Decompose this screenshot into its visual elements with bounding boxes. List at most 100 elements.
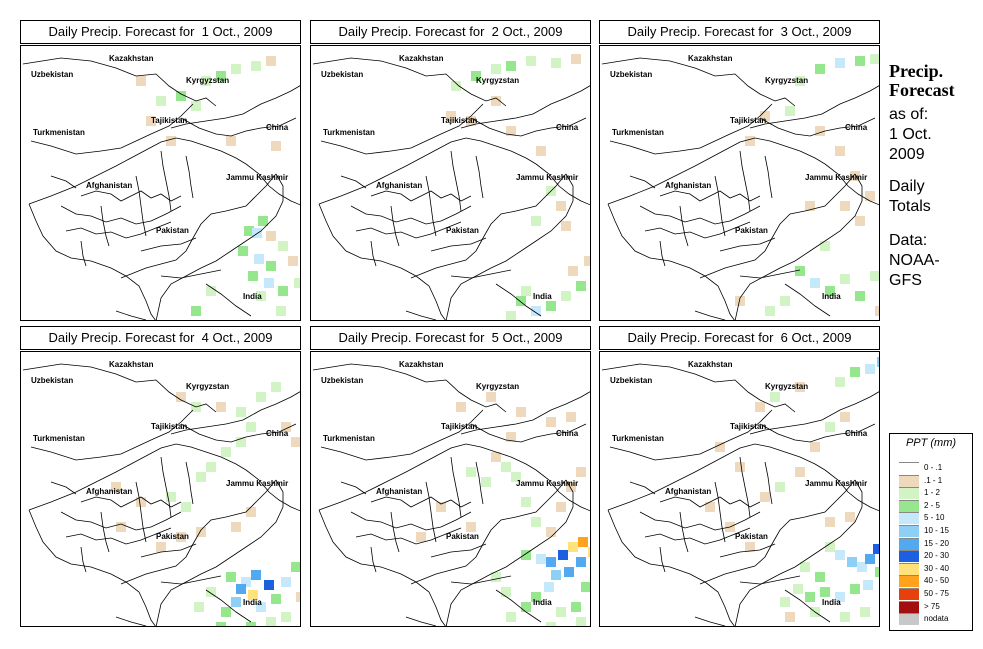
precip-cell [735, 296, 745, 306]
precip-cell [266, 261, 276, 271]
precip-cell [506, 432, 516, 442]
country-border [205, 283, 252, 317]
country-border [340, 175, 367, 189]
precip-cell [252, 228, 262, 238]
country-border [370, 240, 377, 267]
country-border [140, 543, 197, 558]
map-label-jammu_kashmir: Jammu Kashmir [516, 479, 579, 488]
country-border [115, 310, 147, 320]
precip-legend: PPT (mm) 0 - .1 .1 - 1 1 - 2 2 - 5 5 - 10 10 … [889, 433, 973, 631]
precip-cell [576, 617, 586, 626]
precip-cell [196, 527, 206, 537]
country-border [390, 205, 400, 247]
country-border [719, 237, 776, 252]
country-border [450, 575, 512, 585]
country-border [120, 173, 277, 279]
country-border [601, 363, 796, 413]
country-border [699, 173, 856, 279]
map-label-turkmenistan: Turkmenistan [33, 434, 85, 443]
map-label-turkmenistan: Turkmenistan [612, 128, 664, 137]
country-border [65, 527, 172, 545]
precip-cell [226, 572, 236, 582]
precip-cell [136, 497, 146, 507]
country-border [410, 173, 567, 279]
precip-map: Kazakhstan Uzbekistan Kyrgyzstan Tajikistan… [20, 351, 301, 627]
precip-cell [877, 357, 879, 367]
precip-cell [231, 597, 241, 607]
country-border [694, 616, 726, 626]
precip-cell [276, 306, 286, 316]
country-border [312, 363, 507, 413]
legend-label: nodata [924, 614, 949, 624]
legend-label: > 75 [924, 601, 940, 611]
legend-title: PPT (mm) [905, 437, 957, 449]
country-border [80, 546, 87, 573]
precip-cell [840, 412, 850, 422]
country-border [644, 221, 751, 239]
precip-cell [825, 542, 835, 552]
precip-cell [156, 542, 166, 552]
country-border [160, 150, 172, 212]
precip-cell [546, 417, 556, 427]
map-label-kyrgyzstan: Kyrgyzstan [765, 76, 809, 85]
legend-swatch [899, 499, 919, 512]
precip-cell [536, 146, 546, 156]
country-border [160, 575, 222, 585]
map-label-tajikistan: Tajikistan [151, 116, 188, 125]
precip-cell [521, 602, 531, 612]
totals-label: Totals [889, 198, 931, 215]
country-border [759, 117, 876, 137]
map-label-uzbekistan: Uzbekistan [31, 376, 74, 385]
map-svg [22, 56, 300, 320]
country-border [170, 391, 300, 435]
country-border [535, 163, 590, 206]
legend-label: .1 - 1 [924, 475, 943, 485]
map-label-kazakhstan: Kazakhstan [109, 360, 154, 369]
precip-cell [800, 562, 810, 572]
precip-cell [870, 54, 879, 64]
country-border [425, 481, 437, 543]
precip-cell [735, 462, 745, 472]
precip-cell [745, 542, 755, 552]
country-border [160, 269, 222, 279]
map-label-kazakhstan: Kazakhstan [399, 360, 444, 369]
precip-cell [266, 617, 276, 626]
precip-cell [845, 512, 855, 522]
precip-cell [795, 266, 805, 276]
country-border [659, 546, 666, 573]
precip-cell [506, 61, 516, 71]
precip-cell [246, 622, 256, 626]
precip-cell [466, 116, 476, 126]
map-label-kazakhstan: Kazakhstan [399, 54, 444, 63]
map-label-jammu_kashmir: Jammu Kashmir [226, 479, 289, 488]
map-label-kazakhstan: Kazakhstan [109, 54, 154, 63]
precip-cell [288, 256, 298, 266]
forecast-panel-5: Daily Precip. Forecast for 5 Oct., 2009 … [310, 326, 591, 627]
precip-cell [436, 502, 446, 512]
legend-label: 40 - 50 [924, 576, 949, 586]
map-label-india: India [243, 598, 262, 607]
precip-cell [216, 402, 226, 412]
map-label-afghanistan: Afghanistan [665, 487, 712, 496]
country-border [405, 310, 437, 320]
map-label-uzbekistan: Uzbekistan [31, 70, 74, 79]
precip-cell [166, 492, 176, 502]
precip-cell [873, 544, 879, 554]
precip-cell [471, 71, 481, 81]
precip-map: Kazakhstan Uzbekistan Kyrgyzstan Tajikistan… [20, 45, 301, 321]
country-border [475, 461, 484, 505]
map-label-tajikistan: Tajikistan [441, 116, 478, 125]
country-border [749, 391, 879, 435]
precip-cell [466, 467, 476, 477]
precip-cell [815, 64, 825, 74]
country-border [155, 173, 284, 320]
precip-cell [780, 296, 790, 306]
country-border [607, 203, 735, 320]
country-border [160, 456, 172, 518]
country-border [405, 616, 437, 626]
precip-cell [246, 422, 256, 432]
country-border [714, 175, 726, 237]
country-border [495, 589, 542, 623]
country-border [450, 456, 462, 518]
precip-map: Kazakhstan Uzbekistan Kyrgyzstan Tajikistan… [310, 351, 591, 627]
